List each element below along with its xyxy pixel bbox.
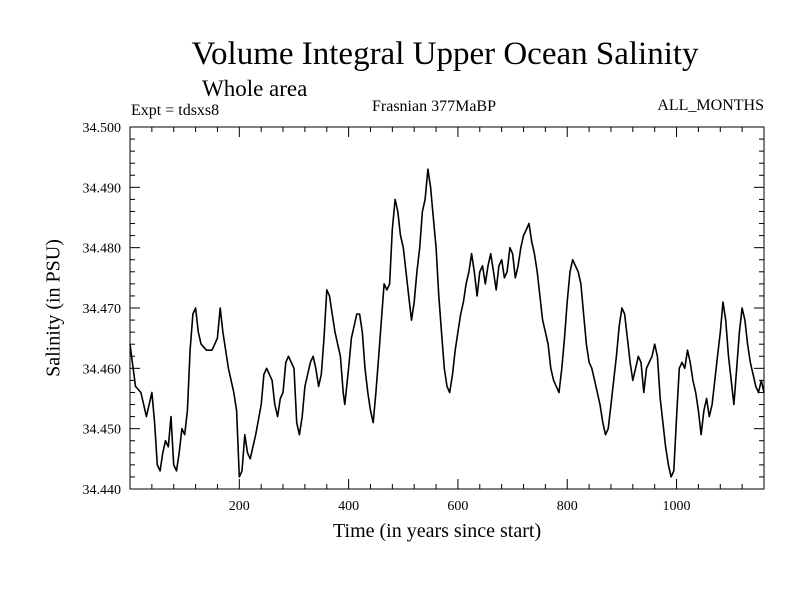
x-axis-label: Time (in years since start) <box>333 520 542 542</box>
months-label: ALL_MONTHS <box>657 97 764 114</box>
plot-frame <box>129 126 765 490</box>
x-tick-label: 600 <box>447 499 468 514</box>
axis-ticks <box>130 127 764 489</box>
y-tick-label: 34.450 <box>83 423 122 438</box>
chart-subtitle: Whole area <box>202 76 308 101</box>
experiment-label: Expt = tdsxs8 <box>131 102 220 119</box>
y-tick-label: 34.470 <box>83 302 122 317</box>
y-tick-label: 34.460 <box>83 362 122 377</box>
x-tick-label: 1000 <box>663 499 691 514</box>
salinity-series-line <box>129 168 765 478</box>
x-tick-label: 200 <box>229 499 250 514</box>
x-tick-label: 800 <box>557 499 578 514</box>
y-tick-label: 34.480 <box>83 242 122 257</box>
period-label: Frasnian 377MaBP <box>372 98 496 115</box>
axis-tick-labels: 200 400 600 800 1000 34.440 34.450 34.460 34.470… <box>83 121 691 514</box>
y-tick-label: 34.490 <box>83 181 122 196</box>
y-tick-label: 34.500 <box>83 121 122 136</box>
chart-title: Volume Integral Upper Ocean Salinity <box>191 36 699 72</box>
x-tick-label: 400 <box>338 499 359 514</box>
y-tick-label: 34.440 <box>83 483 122 498</box>
